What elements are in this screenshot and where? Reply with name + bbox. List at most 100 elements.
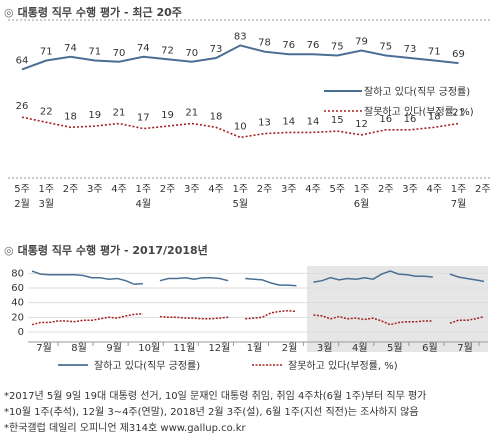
month-label: 9월 (106, 342, 122, 354)
series-1-label: 17 (137, 113, 150, 124)
chart1-svg: 64 71 74 71 70 74 72 70 73 83 78 76 76 75 79 75 73 71 69 26… (8, 19, 492, 210)
series2-1-line (31, 309, 485, 326)
chart1-title: ◎ 대통령 직무 수행 평가 - 최근 20주 (4, 4, 182, 20)
series-1-label: 16 (379, 114, 392, 125)
series-1-line (21, 116, 459, 139)
x-tick-label: 4주 (111, 184, 127, 195)
footnote-3: *한국갤럽 데일리 오피니언 제314호 www.gallup.co.kr (4, 423, 246, 434)
x-tick-label: 1주 (354, 184, 370, 195)
month-label: 5월 (387, 342, 403, 354)
x-tick-month-label: 6월 (354, 198, 370, 210)
x-tick-label: 2주 (378, 184, 394, 195)
chart1-bullet-icon: ◎ (4, 6, 14, 19)
month-label: 6월 (422, 342, 438, 354)
series-1-label: 10 (234, 121, 247, 132)
x-tick-label: 3주 (402, 184, 418, 195)
x-tick-label: 2주 (475, 184, 491, 195)
series-1-label: 15 (331, 115, 344, 126)
x-tick-label: 4주 (208, 184, 224, 195)
series-0-label: 75 (379, 42, 392, 53)
series-0-label: 71 (428, 47, 441, 58)
x-tick-month-label: 7월 (451, 198, 467, 210)
legend2-neg-label: 잘못하고 있다(부정률, %) (288, 359, 398, 372)
x-tick-label: 5주 (14, 184, 30, 195)
x-tick-label: 1주 (451, 184, 467, 195)
series-0-line (21, 44, 459, 71)
month-label: 12월 (208, 342, 230, 354)
y-tick-label: 0 (18, 327, 24, 338)
series-0-label: 75 (331, 42, 344, 53)
series-0-label: 71 (88, 47, 101, 58)
series-1-label: 22 (40, 106, 53, 117)
x-tick-label: 2주 (257, 184, 273, 195)
x-tick-label: 1주 (232, 184, 248, 195)
month-label: 2월 (282, 342, 298, 354)
month-label: 4월 (352, 342, 368, 354)
series-0-label: 74 (137, 43, 150, 54)
series-1-label: 26 (16, 101, 29, 112)
series-0-label: 73 (210, 44, 223, 55)
x-tick-label: 3주 (87, 184, 103, 195)
y-tick-label: 80 (11, 268, 24, 279)
series-0-label: 72 (161, 45, 174, 56)
x-tick-label: 2주 (160, 184, 176, 195)
legend2-pos-label: 잘하고 있다(직무 긍정률) (94, 359, 200, 372)
series-1-label: 21 (113, 108, 126, 119)
x-tick-label: 4주 (305, 184, 321, 195)
month-label: 1월 (247, 342, 263, 354)
x-tick-label: 1주 (135, 184, 151, 195)
series-0-label: 74 (64, 43, 77, 54)
month-label: 7월 (457, 342, 473, 354)
series-1-label: 14 (282, 116, 295, 127)
series-0-label: 83 (234, 31, 247, 42)
chart2-title: ◎ 대통령 직무 수행 평가 - 2017/2018년 (4, 242, 208, 258)
recent-20-weeks-shade (307, 266, 488, 352)
x-tick-month-label: 2월 (14, 198, 30, 210)
series-0-label: 64 (16, 55, 29, 66)
x-tick-label: 4주 (426, 184, 442, 195)
series-1-label: 12 (355, 119, 368, 130)
footnote-2: *10월 1주(추석), 12월 3~4주(연말), 2018년 2월 3주(설… (4, 407, 419, 418)
series-0-label: 70 (185, 48, 198, 59)
series-0-label: 71 (40, 47, 53, 58)
series-0-label: 78 (258, 38, 271, 49)
series-1-label: 18 (64, 111, 77, 122)
chart1-title-text: 대통령 직무 수행 평가 - 최근 20주 (17, 6, 182, 19)
x-tick-month-label: 3월 (38, 198, 54, 210)
footnote-1: *2017년 5월 9일 19대 대통령 선거, 10일 문재인 대통령 취임,… (4, 391, 427, 402)
x-tick-month-label: 4월 (135, 198, 151, 210)
y-tick-label: 60 (11, 283, 24, 294)
series-1-label: 16 (404, 114, 417, 125)
series2-0-line (31, 270, 485, 287)
series-0-label: 76 (282, 40, 295, 51)
series-0-label: 79 (355, 36, 368, 47)
month-label: 3월 (317, 342, 333, 354)
chart2-title-text: 대통령 직무 수행 평가 - 2017/2018년 (17, 244, 208, 257)
month-label: 11월 (173, 342, 195, 354)
series-1-label: 19 (88, 110, 101, 121)
series-1-label: 18 (210, 111, 223, 122)
legend-pos-label: 잘하고 있다(직무 긍정률) (364, 85, 470, 98)
series-1-label: 21 (185, 108, 198, 119)
series-1-label: 21 (452, 108, 465, 119)
x-tick-label: 3주 (184, 184, 200, 195)
legend-neg-label: 잘못하고 있다(부정률, %) (364, 105, 474, 118)
x-tick-month-label: 5월 (232, 198, 248, 210)
x-tick-label: 1주 (38, 184, 54, 195)
series-0-label: 70 (113, 48, 126, 59)
series-0-label: 69 (452, 49, 465, 60)
y-tick-label: 20 (11, 312, 24, 323)
month-label: 8월 (71, 342, 87, 354)
series-0-label: 73 (404, 44, 417, 55)
series-1-label: 13 (258, 118, 271, 129)
x-tick-label: 2주 (63, 184, 79, 195)
month-label: 7월 (36, 342, 52, 354)
month-label: 10월 (138, 342, 160, 354)
chart2-bullet-icon: ◎ (4, 244, 14, 257)
series-0-label: 76 (307, 40, 320, 51)
x-tick-label: 5주 (329, 184, 345, 195)
x-tick-label: 3주 (281, 184, 297, 195)
y-tick-label: 40 (11, 298, 24, 309)
series-1-label: 14 (307, 116, 320, 127)
